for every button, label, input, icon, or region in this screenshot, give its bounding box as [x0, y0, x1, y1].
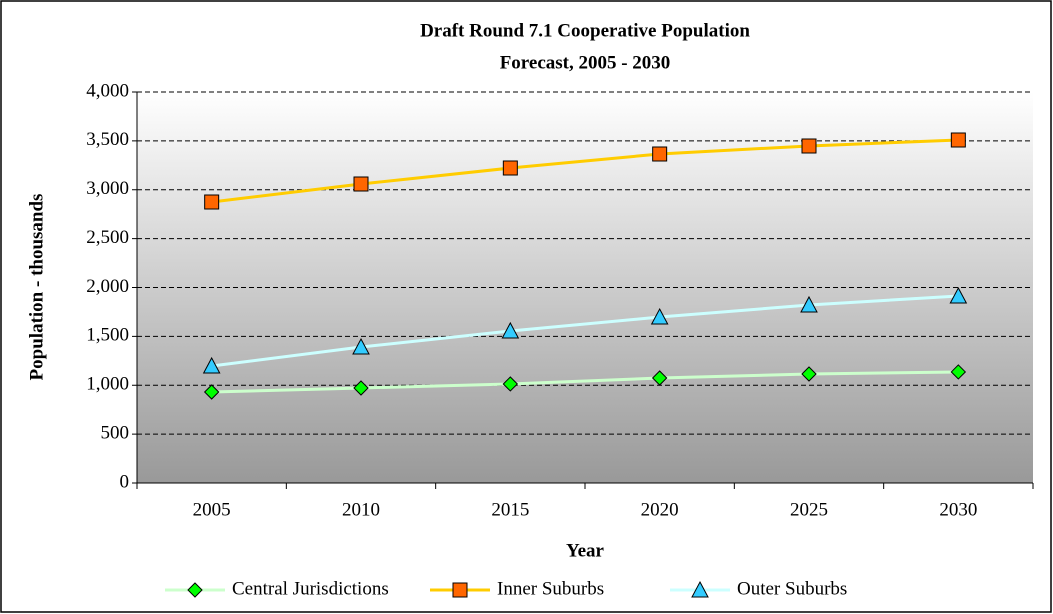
legend-label: Central Jurisdictions [232, 578, 389, 599]
series-line [211, 138, 959, 204]
marker [187, 582, 203, 598]
marker [203, 384, 220, 400]
marker [691, 580, 709, 598]
marker [801, 366, 817, 382]
marker [352, 337, 370, 355]
marker [950, 132, 966, 148]
chart-title: Draft Round 7.1 Cooperative Population [420, 20, 750, 41]
y-tick-label: 1,500 [86, 325, 129, 346]
x-tick-label: 2025 [790, 499, 828, 520]
y-tick-label: 0 [120, 471, 130, 492]
marker [502, 160, 518, 176]
marker [650, 307, 669, 325]
y-tick-label: 500 [101, 422, 130, 443]
marker [800, 295, 818, 313]
x-tick-label: 2005 [193, 499, 231, 520]
marker [950, 364, 967, 380]
marker [949, 286, 968, 304]
series-line [211, 370, 959, 394]
y-tick-label: 4,000 [86, 80, 129, 101]
legend-label: Outer Suburbs [737, 578, 847, 599]
y-tick-label: 1,000 [86, 374, 129, 395]
marker [801, 138, 817, 154]
x-tick-label: 2030 [939, 499, 977, 520]
chart-title: Forecast, 2005 - 2030 [500, 52, 671, 73]
x-tick-label: 2010 [342, 499, 380, 520]
y-tick-label: 3,500 [86, 129, 129, 150]
marker [452, 582, 468, 598]
marker [353, 380, 369, 396]
marker [353, 176, 369, 192]
y-tick-label: 3,000 [86, 178, 129, 199]
x-axis-label: Year [566, 540, 605, 561]
marker [652, 146, 668, 162]
series-line [211, 294, 959, 368]
legend-label: Inner Suburbs [497, 578, 604, 599]
marker [651, 370, 668, 386]
marker [202, 356, 221, 374]
marker [204, 194, 220, 210]
marker [502, 376, 519, 392]
y-axis-label: Population - thousands [26, 194, 47, 381]
marker [501, 321, 520, 339]
y-tick-label: 2,500 [86, 227, 129, 248]
x-tick-label: 2015 [491, 499, 529, 520]
y-tick-label: 2,000 [86, 276, 129, 297]
x-tick-label: 2020 [641, 499, 679, 520]
